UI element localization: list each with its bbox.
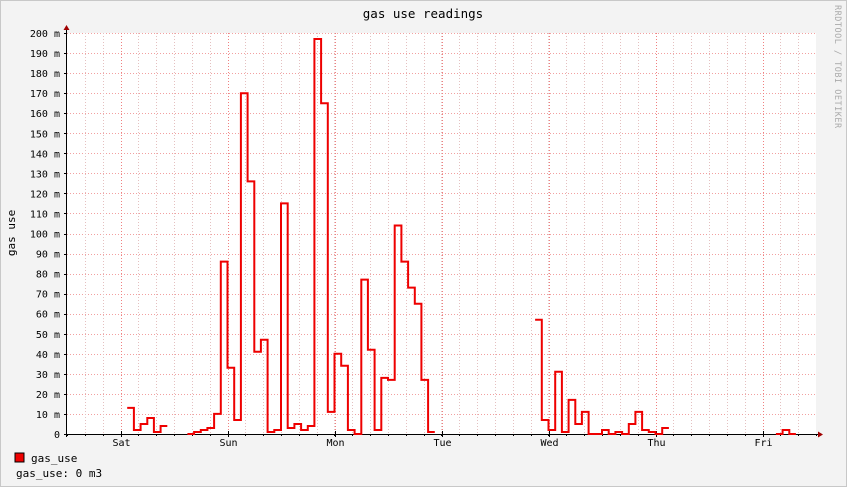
series-line-gas-use	[187, 38, 435, 435]
y-tick-label: 0	[54, 430, 60, 441]
y-tick-label: 30 m	[36, 370, 60, 381]
gridlines	[67, 33, 816, 434]
chart-title: gas use readings	[363, 6, 483, 21]
x-tick-label: Sat	[112, 438, 130, 449]
y-tick-label: 50 m	[36, 330, 60, 341]
y-tick-label: 130 m	[30, 169, 60, 180]
y-axis-label: gas use	[5, 210, 18, 256]
legend-summary: gas_use: 0 m3	[16, 467, 102, 480]
x-tick-label: Mon	[326, 438, 344, 449]
y-tick-label: 190 m	[30, 49, 60, 60]
y-tick-label: 40 m	[36, 350, 60, 361]
x-tick-label: Fri	[754, 438, 772, 449]
y-tick-label: 100 m	[30, 230, 60, 241]
y-axis-arrow	[63, 25, 70, 30]
y-tick-label: 70 m	[36, 290, 60, 301]
legend-label-gas-use: gas_use	[31, 452, 77, 465]
x-tick-label: Tue	[433, 438, 451, 449]
series-line-gas-use	[775, 429, 796, 435]
series-line-gas-use	[127, 406, 168, 433]
x-axis-arrow	[818, 431, 823, 438]
y-tick-label: 160 m	[30, 109, 60, 120]
x-tick-label: Thu	[647, 438, 665, 449]
x-tick-label: Wed	[540, 438, 558, 449]
y-tick-label: 170 m	[30, 89, 60, 100]
rrdtool-watermark: RRDTOOL / TOBI OETIKER	[832, 5, 842, 129]
y-tick-label: 60 m	[36, 310, 60, 321]
y-tick-label: 150 m	[30, 129, 60, 140]
y-tick-label: 10 m	[36, 410, 60, 421]
series-layer	[127, 38, 796, 435]
y-tick-label: 80 m	[36, 270, 60, 281]
y-tick-label: 180 m	[30, 69, 60, 80]
y-tick-label: 110 m	[30, 209, 60, 220]
legend-swatch-gas-use	[14, 452, 25, 463]
tick-labels: 0 10 m 20 m 30 m 40 m 50 m 60 m 70 m 80 m 90 m 100…	[30, 29, 773, 449]
y-tick-label: 140 m	[30, 149, 60, 160]
y-tick-label: 90 m	[36, 250, 60, 261]
y-tick-label: 200 m	[30, 29, 60, 40]
x-tick-label: Sun	[219, 438, 237, 449]
y-tick-label: 120 m	[30, 189, 60, 200]
y-tick-label: 20 m	[36, 390, 60, 401]
series-line-gas-use	[535, 318, 669, 435]
